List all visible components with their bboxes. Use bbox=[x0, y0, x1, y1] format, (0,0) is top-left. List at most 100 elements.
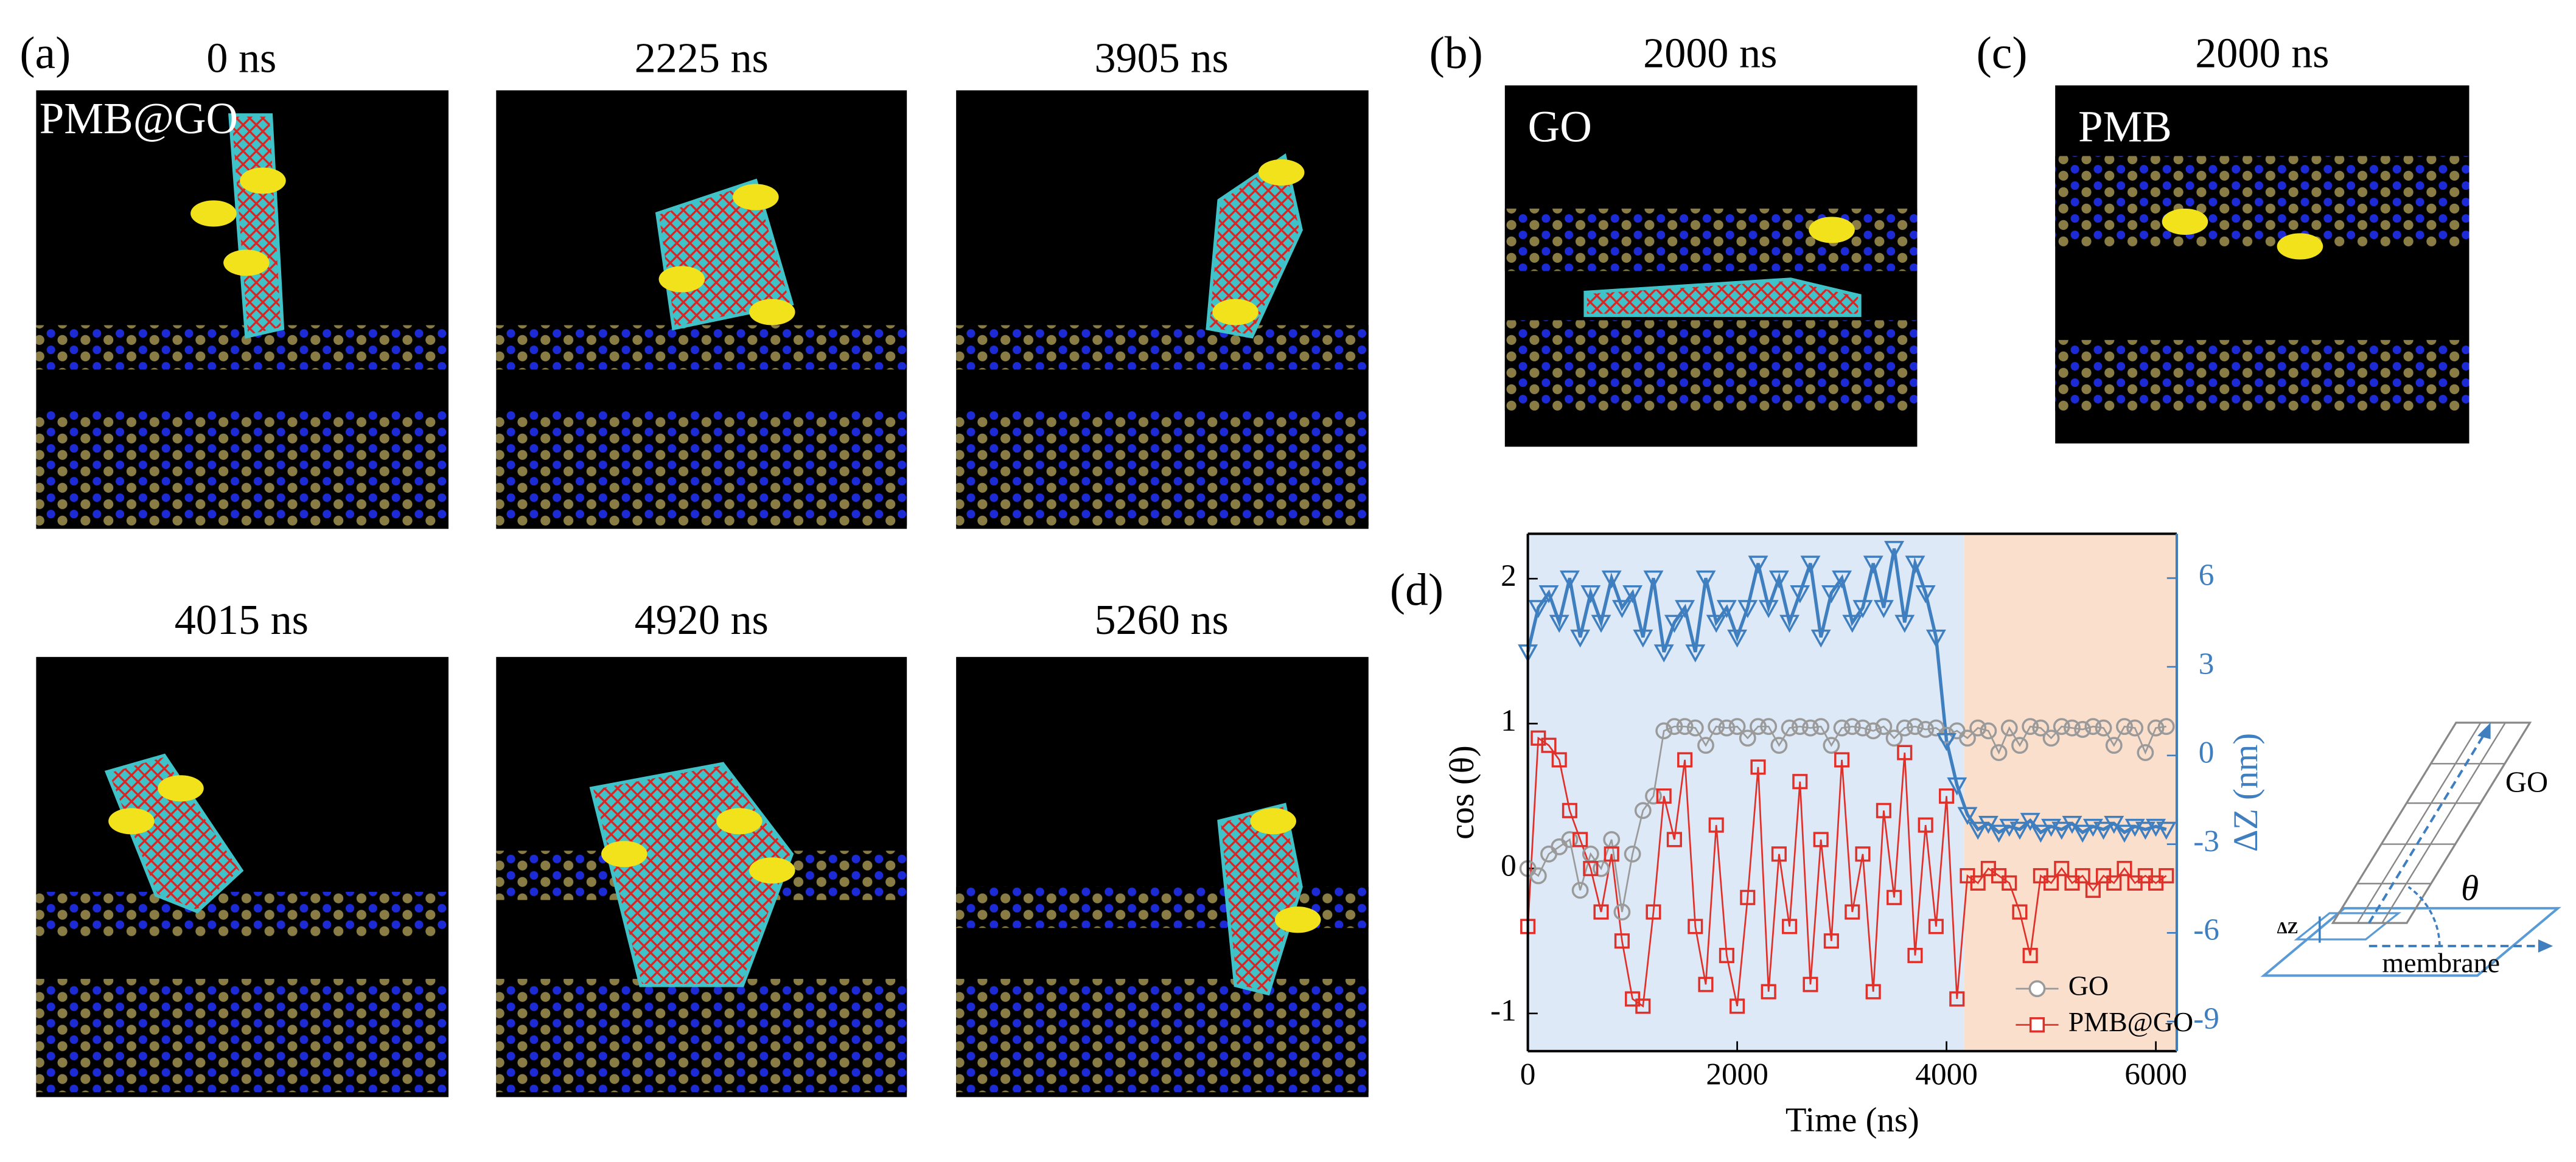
snapshot bbox=[956, 90, 1369, 529]
marker bbox=[1748, 555, 1768, 574]
membrane-layer bbox=[496, 410, 907, 526]
marker bbox=[1855, 846, 1871, 862]
marker bbox=[1832, 570, 1852, 589]
peptide bbox=[158, 775, 204, 802]
marker bbox=[2054, 861, 2070, 877]
marker bbox=[2011, 737, 2028, 754]
snapshot bbox=[1504, 85, 1918, 447]
snapshot-time: 4920 ns bbox=[635, 596, 769, 644]
marker bbox=[1884, 541, 1905, 559]
marker bbox=[1980, 722, 1997, 740]
membrane-layer bbox=[36, 410, 449, 526]
marker bbox=[2117, 861, 2132, 877]
marker bbox=[1740, 889, 1756, 905]
marker bbox=[1791, 718, 1809, 736]
marker bbox=[2135, 821, 2155, 840]
marker bbox=[1782, 919, 1798, 934]
marker bbox=[1601, 570, 1622, 589]
y-tick-label: 1 bbox=[1501, 703, 1517, 738]
y2-axis-label: ΔZ (nm) bbox=[2227, 733, 2265, 852]
marker bbox=[1959, 729, 1976, 747]
marker bbox=[1538, 585, 1559, 604]
marker bbox=[2114, 824, 2135, 843]
marker bbox=[2042, 729, 2060, 747]
y-tick-label: 2 bbox=[1501, 558, 1517, 593]
marker bbox=[1549, 614, 1569, 633]
marker bbox=[1779, 614, 1800, 633]
x-axis-label: Time (ns) bbox=[1785, 1101, 1919, 1139]
marker bbox=[2062, 816, 2082, 834]
marker bbox=[1925, 629, 1946, 648]
membrane-layer bbox=[36, 325, 449, 370]
snapshot-time: 2000 ns bbox=[1643, 30, 1777, 77]
marker bbox=[1559, 570, 1580, 589]
peptide bbox=[1212, 299, 1258, 325]
marker bbox=[1528, 600, 1549, 618]
marker bbox=[1677, 752, 1693, 768]
marker bbox=[1593, 860, 1610, 877]
marker bbox=[1633, 629, 1653, 648]
schematic-label: ΔZ bbox=[2277, 919, 2299, 937]
membrane-layer bbox=[956, 410, 1369, 526]
marker bbox=[1653, 644, 1674, 663]
schematic-label: GO bbox=[2505, 766, 2548, 799]
marker bbox=[1758, 600, 1779, 618]
marker bbox=[1917, 721, 1935, 738]
marker bbox=[2074, 721, 2092, 738]
peptide bbox=[190, 200, 237, 227]
membrane-layer bbox=[496, 325, 907, 370]
snapshot-time: 3905 ns bbox=[1094, 35, 1228, 82]
schematic-label: membrane bbox=[2382, 947, 2500, 978]
snapshot-tag: PMB@GO bbox=[40, 94, 238, 143]
marker bbox=[1643, 570, 1664, 589]
marker bbox=[1852, 600, 1873, 618]
marker bbox=[1697, 737, 1714, 754]
marker bbox=[1719, 947, 1734, 964]
marker bbox=[2072, 824, 2093, 843]
marker bbox=[1614, 933, 1630, 949]
snapshot-time: 2225 ns bbox=[635, 35, 769, 82]
marker bbox=[1969, 719, 1987, 737]
marker bbox=[1562, 802, 1577, 818]
marker bbox=[2032, 719, 2050, 737]
go-sheet bbox=[2331, 722, 2532, 924]
y-tick-label: -1 bbox=[1490, 993, 1517, 1028]
membrane-plane bbox=[2260, 906, 2561, 977]
marker bbox=[1698, 976, 1714, 992]
marker bbox=[1792, 774, 1808, 790]
marker bbox=[2085, 882, 2101, 898]
y2-tick-label: 6 bbox=[2199, 558, 2215, 593]
panel-label: (b) bbox=[1429, 28, 1483, 78]
marker bbox=[1750, 759, 1766, 775]
peptide bbox=[108, 808, 155, 835]
marker bbox=[1875, 718, 1893, 736]
marker bbox=[1939, 788, 1955, 804]
snapshot-time: 0 ns bbox=[206, 35, 276, 82]
marker bbox=[1894, 614, 1915, 633]
region bbox=[1964, 534, 2177, 1051]
marker bbox=[1686, 719, 1704, 737]
marker bbox=[1812, 718, 1830, 736]
marker bbox=[1887, 889, 1902, 905]
offset-plane bbox=[2294, 912, 2402, 941]
marker bbox=[1551, 752, 1567, 768]
marker bbox=[2157, 718, 2175, 736]
marker bbox=[1928, 919, 1944, 934]
marker bbox=[1918, 817, 1933, 833]
marker bbox=[1635, 998, 1651, 1014]
marker bbox=[1834, 752, 1850, 768]
marker bbox=[2105, 737, 2123, 754]
marker bbox=[1655, 722, 1673, 740]
marker bbox=[1750, 718, 1767, 736]
peptide bbox=[658, 266, 705, 293]
marker bbox=[1695, 570, 1716, 589]
y2-tick-label: -3 bbox=[2193, 824, 2219, 858]
x-tick-label: 0 bbox=[1520, 1057, 1536, 1092]
peptide bbox=[716, 808, 763, 835]
snapshot-time: 2000 ns bbox=[2195, 30, 2329, 77]
peptide bbox=[2162, 208, 2208, 235]
marker bbox=[1572, 832, 1588, 847]
marker bbox=[1646, 904, 1661, 920]
figure-content: (a) (b) (c) (d) GO θ ΔZ membrane 0 ns PMB… bbox=[19, 28, 2561, 1139]
